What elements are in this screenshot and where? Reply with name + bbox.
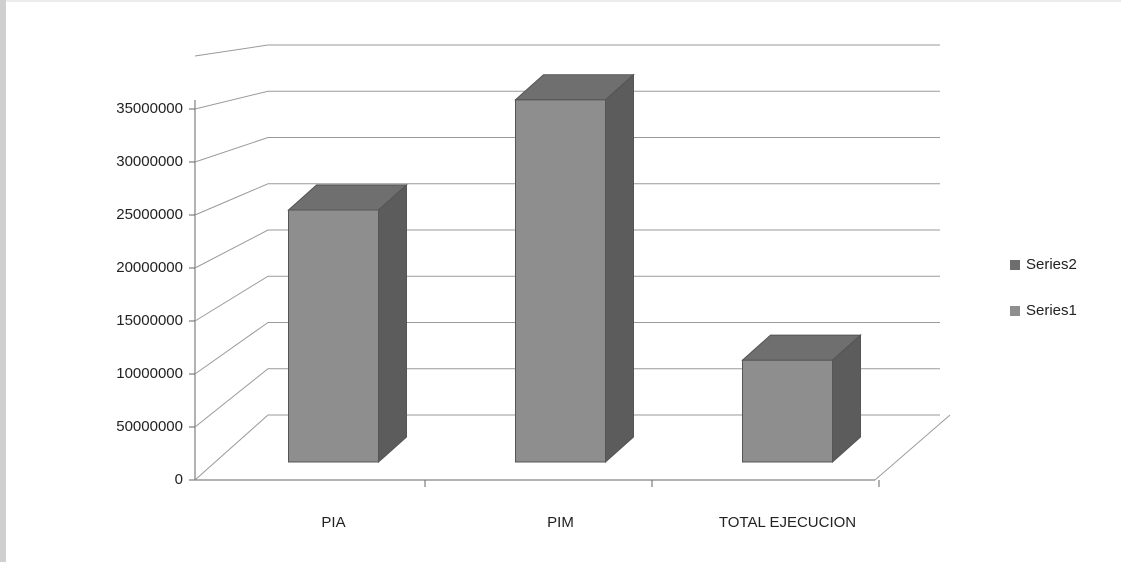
grid-line <box>194 414 940 481</box>
legend-swatch <box>1010 260 1020 270</box>
bar-side <box>832 334 861 464</box>
wall-top-side <box>194 44 269 57</box>
bar-side <box>378 183 407 464</box>
left-border <box>0 0 6 562</box>
x-tick-label: PIM <box>547 514 574 531</box>
y-tick-label: 10000000 <box>116 365 183 382</box>
bar-side <box>605 73 634 464</box>
grid-line <box>194 183 940 216</box>
grid-line <box>194 90 940 110</box>
y-tick-label: 20000000 <box>116 259 183 276</box>
walls <box>194 44 951 481</box>
x-tick-label: TOTAL EJECUCION <box>719 514 856 531</box>
grid-line <box>194 137 940 163</box>
y-tick-label: 30000000 <box>116 153 183 170</box>
grid-line <box>194 368 940 428</box>
grid-line <box>194 322 940 375</box>
legend-swatch <box>1010 306 1020 316</box>
bar-front <box>515 99 606 463</box>
y-tick-label: 50000000 <box>116 418 183 435</box>
floor-edge <box>874 414 951 481</box>
y-tick-label: 15000000 <box>116 312 183 329</box>
x-tick-label: PIA <box>321 514 345 531</box>
bar-front <box>288 209 379 463</box>
bar-front <box>742 359 833 463</box>
grid-line <box>194 275 940 322</box>
y-tick-label: 25000000 <box>116 206 183 223</box>
y-tick-label: 35000000 <box>116 100 183 117</box>
legend-label: Series2 <box>1026 256 1077 273</box>
legend-label: Series1 <box>1026 302 1077 319</box>
y-tick-label: 0 <box>175 471 183 488</box>
grid-line <box>194 229 940 269</box>
